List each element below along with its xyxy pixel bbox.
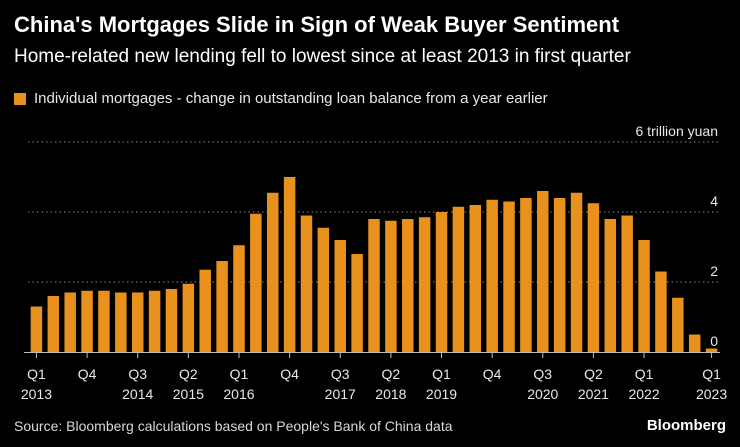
x-tick-quarter: Q1	[702, 366, 721, 382]
x-tick-quarter: Q2	[382, 366, 401, 382]
x-tick-quarter: Q1	[432, 366, 451, 382]
bar-q4-2021	[621, 215, 633, 352]
bar-q1-2019	[435, 212, 448, 352]
x-tick-year: 2017	[325, 386, 356, 402]
bar-q1-2014	[98, 290, 110, 352]
bar-q2-2015	[182, 283, 195, 352]
x-tick-quarter: Q4	[78, 366, 97, 382]
bar-q4-2013	[81, 290, 93, 352]
bar-q1-2016	[233, 245, 245, 352]
bar-q2-2016	[250, 213, 262, 352]
y-tick-label: 4	[710, 193, 718, 209]
bar-q4-2020	[553, 198, 566, 352]
bloomberg-logo: Bloomberg	[646, 417, 726, 434]
bar-q4-2017	[351, 254, 363, 352]
x-tick-year: 2023	[696, 386, 727, 402]
x-tick-quarter: Q1	[635, 366, 654, 382]
y-tick-label: 6 trillion yuan	[636, 123, 719, 139]
y-tick-label: 0	[710, 333, 718, 349]
bar-q2-2013	[47, 296, 60, 352]
legend-label: Individual mortgages - change in outstan…	[34, 90, 548, 107]
bar-q2-2020	[520, 198, 532, 352]
legend: Individual mortgages - change in outstan…	[14, 90, 548, 107]
bar-q1-2021	[570, 192, 583, 352]
x-tick-quarter: Q3	[533, 366, 552, 382]
bar-q1-2023	[705, 348, 718, 352]
x-tick-year: 2014	[122, 386, 153, 402]
bar-q4-2015	[216, 261, 228, 352]
x-tick-year: 2022	[628, 386, 659, 402]
bar-q4-2022	[688, 334, 701, 352]
y-tick-label: 2	[710, 263, 718, 279]
bar-q2-2021	[587, 203, 600, 352]
x-tick-quarter: Q3	[331, 366, 350, 382]
x-tick-year: 2016	[223, 386, 254, 402]
x-tick-year: 2020	[527, 386, 558, 402]
bar-q2-2014	[115, 292, 127, 352]
bar-q1-2020	[503, 201, 515, 352]
bar-q3-2018	[402, 219, 414, 352]
bar-q3-2014	[131, 292, 144, 352]
bar-q1-2018	[368, 219, 380, 352]
bar-q1-2017	[300, 215, 313, 352]
bar-q3-2021	[604, 219, 617, 352]
x-tick-year: 2019	[426, 386, 457, 402]
x-tick-quarter: Q1	[230, 366, 249, 382]
x-tick-quarter: Q3	[128, 366, 147, 382]
x-tick-year: 2018	[375, 386, 406, 402]
x-tick-quarter: Q1	[27, 366, 46, 382]
bar-q3-2020	[537, 191, 549, 352]
bar-q3-2019	[469, 205, 482, 352]
bar-q4-2019	[486, 199, 498, 352]
bar-q2-2018	[385, 220, 397, 352]
bar-q4-2014	[148, 290, 161, 352]
bar-q2-2017	[317, 227, 330, 352]
bar-q1-2015	[165, 289, 178, 352]
bar-q3-2015	[199, 269, 211, 352]
x-tick-quarter: Q2	[584, 366, 603, 382]
bar-q3-2016	[266, 192, 279, 352]
x-tick-quarter: Q4	[280, 366, 299, 382]
x-tick-quarter: Q2	[179, 366, 198, 382]
bar-q2-2019	[452, 206, 465, 352]
bar-q2-2022	[655, 271, 667, 352]
bar-q3-2017	[334, 240, 346, 352]
bar-q3-2022	[672, 297, 684, 352]
bar-q3-2013	[64, 292, 76, 352]
bar-q1-2022	[638, 240, 650, 352]
x-tick-year: 2013	[21, 386, 52, 402]
bar-q4-2016	[283, 177, 296, 352]
bar-q4-2018	[418, 217, 431, 352]
x-tick-quarter: Q4	[483, 366, 502, 382]
x-tick-year: 2015	[173, 386, 204, 402]
bar-q1-2013	[30, 306, 43, 352]
chart-title: China's Mortgages Slide in Sign of Weak …	[14, 12, 620, 37]
source-note: Source: Bloomberg calculations based on …	[14, 418, 453, 434]
chart-subtitle: Home-related new lending fell to lowest …	[14, 46, 631, 67]
legend-swatch	[14, 92, 26, 105]
x-tick-year: 2021	[578, 386, 609, 402]
